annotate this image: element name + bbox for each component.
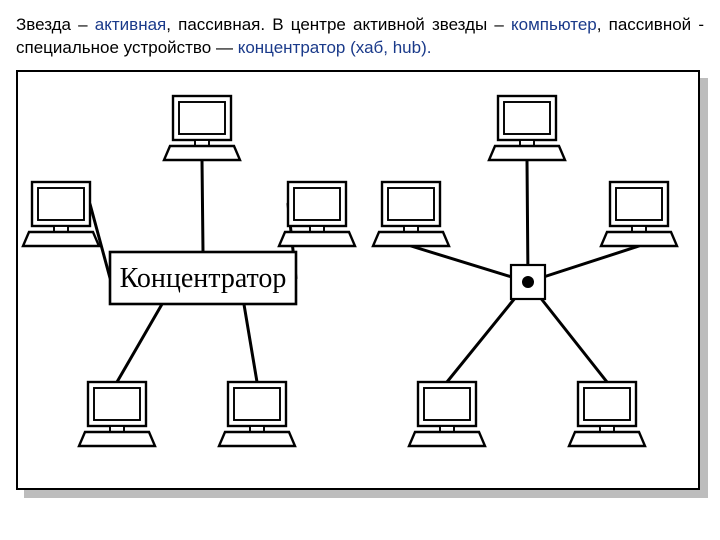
caption-part-2: , пассивная. В центре активной звезды – (166, 15, 511, 34)
computer-icon (79, 382, 155, 446)
caption-part-5: концентратор (хаб, hub). (238, 38, 432, 57)
caption-text: Звезда – активная, пассивная. В центре а… (0, 0, 720, 66)
network-svg: Концентратор (18, 72, 698, 488)
computer-icon (569, 382, 645, 446)
hub-label: Концентратор (120, 263, 287, 294)
computer-icon (601, 182, 677, 246)
computer-icon (373, 182, 449, 246)
diagram-container: Концентратор (16, 70, 704, 490)
computer-icon (23, 182, 99, 246)
caption-part-3: компьютер (511, 15, 597, 34)
center-node-dot (522, 276, 534, 288)
computer-icon (489, 96, 565, 160)
computer-icon (164, 96, 240, 160)
computer-icon (219, 382, 295, 446)
right-shapes (373, 96, 677, 446)
computer-icon (409, 382, 485, 446)
computer-icon (279, 182, 355, 246)
caption-part-0: Звезда – (16, 15, 95, 34)
diagram-frame: Концентратор (16, 70, 700, 490)
caption-part-1: активная (95, 15, 166, 34)
left-shapes: Концентратор (23, 96, 355, 446)
